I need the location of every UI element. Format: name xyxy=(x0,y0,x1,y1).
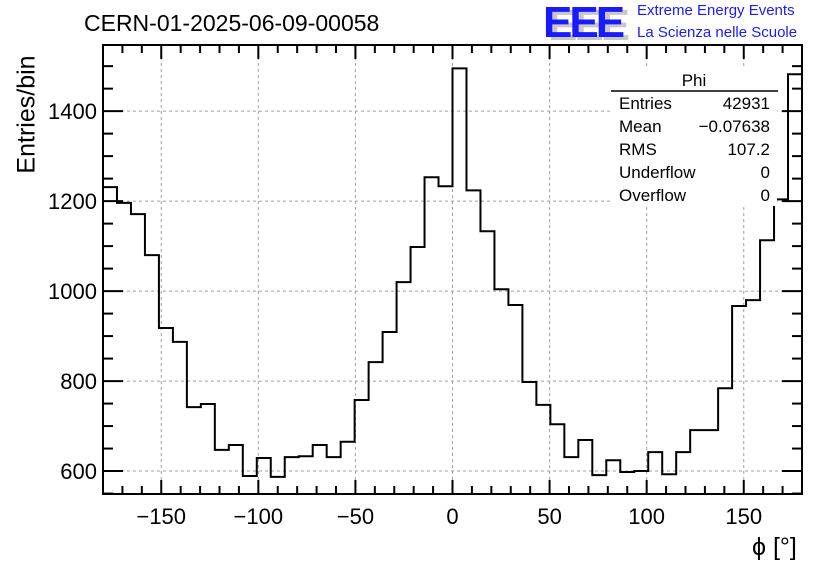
histogram-bin xyxy=(383,332,397,494)
histogram-bin xyxy=(355,400,369,494)
x-tick-label: 100 xyxy=(628,504,665,529)
y-tick-label: 1000 xyxy=(48,279,97,304)
logo-text: EEE xyxy=(543,0,625,47)
histogram-bin xyxy=(229,445,243,494)
histogram-bin xyxy=(425,177,439,494)
histogram-bin xyxy=(466,190,480,494)
histogram-bin xyxy=(508,305,522,494)
histogram-bin xyxy=(690,430,704,494)
stats-title: Phi xyxy=(682,71,707,90)
x-tick-label: 150 xyxy=(725,504,762,529)
histogram-bin xyxy=(411,247,425,494)
histogram-bin xyxy=(676,452,690,494)
histogram-bin xyxy=(564,457,578,494)
x-tick-label: −50 xyxy=(337,504,374,529)
stats-label: Mean xyxy=(619,117,662,136)
histogram-bin xyxy=(299,456,313,494)
histogram-bin xyxy=(131,214,145,494)
logo-line-1: Extreme Energy Events xyxy=(637,2,795,19)
histogram-bin xyxy=(704,430,718,494)
histogram-bin xyxy=(341,442,355,494)
histogram-bin xyxy=(480,231,494,494)
histogram-bin xyxy=(173,342,187,494)
histogram-bin xyxy=(313,445,327,494)
histogram-bin xyxy=(369,362,383,494)
histogram-bin xyxy=(760,240,774,494)
histogram-bin xyxy=(788,74,802,494)
histogram-bin xyxy=(215,450,229,494)
histogram-bin xyxy=(453,68,467,494)
histogram-bin xyxy=(397,282,411,494)
logo-line-2: La Scienza nelle Scuole xyxy=(637,24,798,41)
stats-value: 0 xyxy=(761,163,770,182)
histogram-bin xyxy=(718,388,732,494)
y-tick-label: 1200 xyxy=(48,189,97,214)
y-tick-label: 800 xyxy=(60,369,97,394)
x-tick-label: 50 xyxy=(537,504,561,529)
histogram-bin xyxy=(662,474,676,494)
histogram-bin xyxy=(201,404,215,494)
stats-value: 0 xyxy=(761,186,770,205)
histogram-bin xyxy=(522,382,536,494)
histogram-bin xyxy=(327,457,341,494)
stats-label: Underflow xyxy=(619,163,696,182)
stats-label: Overflow xyxy=(619,186,687,205)
histogram-line xyxy=(103,67,802,478)
x-tick-label: −100 xyxy=(234,504,284,529)
histogram-bin xyxy=(159,328,173,494)
stats-value: 42931 xyxy=(723,94,770,113)
histogram-bin xyxy=(592,475,606,494)
histogram-bin xyxy=(243,476,257,494)
histogram-bin xyxy=(117,203,131,494)
stats-value: −0.07638 xyxy=(699,117,770,136)
chart-title: CERN-01-2025-06-09-00058 xyxy=(84,10,380,36)
histogram-bin xyxy=(439,186,453,494)
histogram-bin xyxy=(536,405,550,494)
histogram-bin xyxy=(187,407,201,494)
histogram-bin xyxy=(145,255,159,494)
eee-logo: EEE xyxy=(543,0,633,47)
histogram-bin xyxy=(648,452,662,494)
x-tick-label: −150 xyxy=(136,504,186,529)
x-axis-label: ϕ [°] xyxy=(752,533,797,561)
stats-label: Entries xyxy=(619,94,672,113)
x-tick-label: 0 xyxy=(446,504,458,529)
histogram-bin xyxy=(578,440,592,494)
y-tick-label: 600 xyxy=(60,459,97,484)
stats-label: RMS xyxy=(619,140,657,159)
histogram-bin xyxy=(732,306,746,494)
histogram-bin xyxy=(746,300,760,494)
histogram-bin xyxy=(494,289,508,494)
stats-value: 107.2 xyxy=(727,140,770,159)
y-tick-label: 1400 xyxy=(48,99,97,124)
histogram-bin xyxy=(774,199,788,494)
histogram-bin xyxy=(550,424,564,494)
